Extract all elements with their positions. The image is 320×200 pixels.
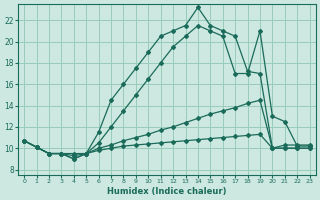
X-axis label: Humidex (Indice chaleur): Humidex (Indice chaleur): [107, 187, 227, 196]
